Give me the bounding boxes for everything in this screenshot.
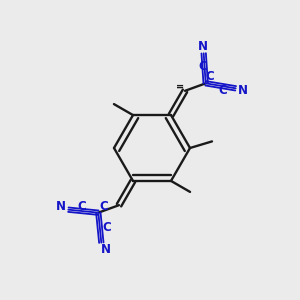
Text: C: C [205,70,214,83]
Text: =: = [176,82,184,92]
Text: C: C [99,200,108,213]
Text: C: C [77,200,86,213]
Text: C: C [218,84,227,97]
Text: N: N [198,40,208,53]
Text: N: N [238,84,248,97]
Text: N: N [56,200,66,213]
Text: N: N [101,243,111,256]
Text: C: C [198,60,207,73]
Text: C: C [102,221,111,234]
